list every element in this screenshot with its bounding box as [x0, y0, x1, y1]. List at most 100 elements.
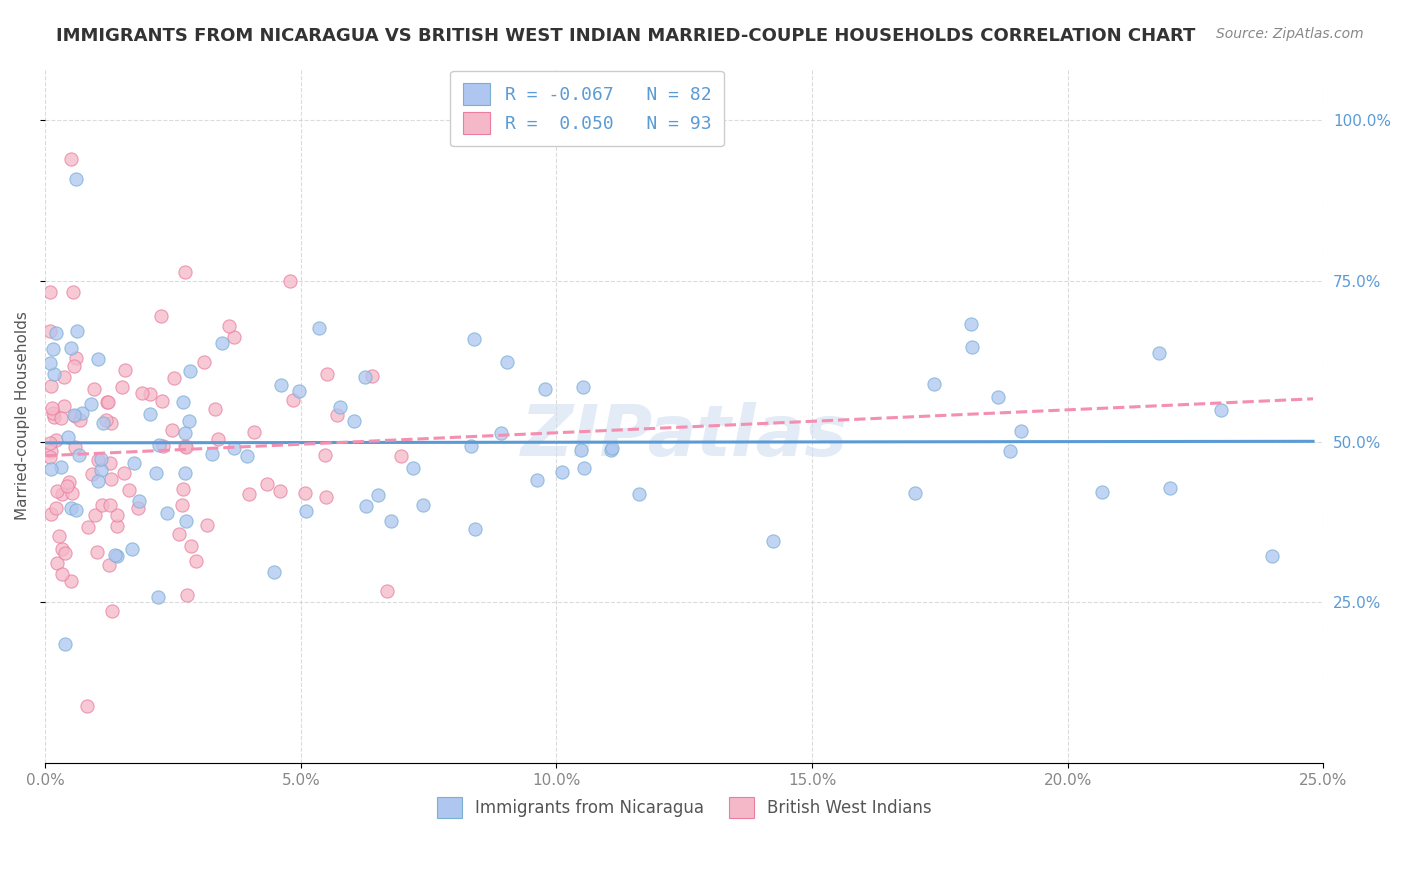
- Point: [551, 465, 574, 479]
- Point: [67, 448, 90, 462]
- Point: [152, 439, 174, 453]
- Point: [150, 309, 173, 323]
- Point: [87, 452, 110, 467]
- Point: [51, 487, 73, 501]
- Point: [39, 507, 62, 521]
- Point: [55, 479, 77, 493]
- Point: [195, 518, 218, 533]
- Point: [987, 390, 1010, 404]
- Point: [107, 508, 129, 523]
- Point: [101, 603, 124, 617]
- Point: [243, 425, 266, 439]
- Point: [97, 558, 120, 572]
- Point: [174, 440, 197, 454]
- Point: [172, 482, 194, 496]
- Point: [402, 460, 425, 475]
- Point: [204, 402, 226, 417]
- Point: [58, 430, 80, 444]
- Point: [55, 546, 77, 560]
- Point: [91, 498, 114, 512]
- Point: [148, 438, 170, 452]
- Point: [761, 533, 783, 548]
- Point: [569, 442, 592, 457]
- Point: [627, 487, 650, 501]
- Point: [238, 487, 260, 501]
- Point: [343, 414, 366, 428]
- Point: [283, 392, 305, 407]
- Point: [138, 386, 160, 401]
- Point: [367, 488, 389, 502]
- Point: [131, 386, 153, 401]
- Point: [60, 501, 83, 516]
- Point: [354, 500, 377, 514]
- Point: [269, 484, 291, 499]
- Point: [207, 432, 229, 446]
- Point: [44, 367, 66, 381]
- Point: [104, 548, 127, 562]
- Point: [87, 474, 110, 488]
- Point: [44, 410, 66, 425]
- Point: [1261, 549, 1284, 563]
- Point: [571, 380, 593, 394]
- Point: [98, 456, 121, 470]
- Point: [263, 565, 285, 579]
- Point: [83, 383, 105, 397]
- Point: [65, 171, 87, 186]
- Point: [46, 557, 69, 571]
- Point: [127, 501, 149, 516]
- Point: [600, 442, 623, 457]
- Point: [65, 324, 87, 338]
- Point: [1091, 484, 1114, 499]
- Point: [96, 394, 118, 409]
- Point: [139, 407, 162, 421]
- Point: [145, 467, 167, 481]
- Point: [924, 376, 946, 391]
- Point: [526, 473, 548, 487]
- Text: Source: ZipAtlas.com: Source: ZipAtlas.com: [1216, 27, 1364, 41]
- Point: [174, 466, 197, 480]
- Point: [59, 152, 82, 166]
- Point: [1010, 424, 1032, 438]
- Point: [96, 413, 118, 427]
- Point: [128, 494, 150, 508]
- Point: [326, 409, 349, 423]
- Point: [316, 367, 339, 381]
- Point: [58, 475, 80, 490]
- Point: [256, 476, 278, 491]
- Point: [602, 442, 624, 456]
- Point: [179, 364, 201, 378]
- Point: [172, 395, 194, 409]
- Point: [90, 452, 112, 467]
- Point: [193, 355, 215, 369]
- Point: [91, 416, 114, 430]
- Point: [287, 384, 309, 399]
- Point: [39, 379, 62, 393]
- Point: [162, 423, 184, 437]
- Point: [51, 567, 73, 582]
- Point: [163, 370, 186, 384]
- Point: [60, 341, 83, 355]
- Text: ZIPatlas: ZIPatlas: [520, 402, 848, 471]
- Point: [49, 410, 72, 425]
- Point: [39, 444, 62, 458]
- Point: [97, 395, 120, 409]
- Point: [45, 434, 67, 448]
- Point: [39, 356, 62, 370]
- Point: [76, 698, 98, 713]
- Point: [118, 483, 141, 497]
- Point: [53, 370, 76, 384]
- Point: [491, 426, 513, 441]
- Point: [48, 529, 70, 543]
- Text: IMMIGRANTS FROM NICARAGUA VS BRITISH WEST INDIAN MARRIED-COUPLE HOUSEHOLDS CORRE: IMMIGRANTS FROM NICARAGUA VS BRITISH WES…: [56, 27, 1195, 45]
- Point: [100, 416, 122, 430]
- Point: [86, 545, 108, 559]
- Point: [1147, 345, 1170, 359]
- Point: [174, 426, 197, 441]
- Point: [70, 406, 93, 420]
- Point: [62, 285, 84, 300]
- Point: [360, 368, 382, 383]
- Point: [177, 414, 200, 428]
- Point: [87, 351, 110, 366]
- Point: [201, 447, 224, 461]
- Point: [98, 498, 121, 512]
